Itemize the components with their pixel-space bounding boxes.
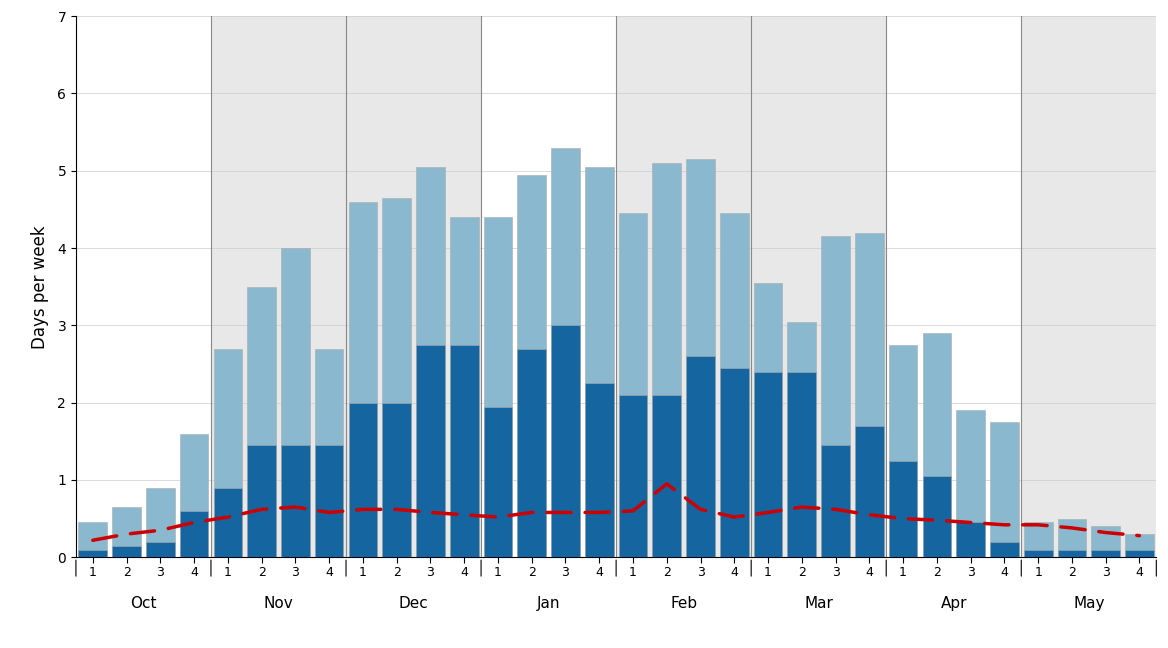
Bar	[619, 213, 647, 557]
Bar	[686, 356, 715, 557]
Bar	[1125, 550, 1154, 557]
Bar	[719, 213, 749, 557]
Bar	[146, 542, 175, 557]
Bar	[348, 402, 377, 557]
Bar	[416, 345, 445, 557]
Bar	[1057, 518, 1086, 557]
Bar	[616, 16, 751, 557]
Text: Dec: Dec	[398, 596, 429, 611]
Bar	[653, 395, 681, 557]
Bar	[180, 434, 208, 557]
Text: May: May	[1073, 596, 1105, 611]
Bar	[653, 163, 681, 557]
Bar	[751, 16, 887, 557]
Bar	[753, 283, 783, 557]
Bar	[180, 511, 208, 557]
Bar	[585, 384, 613, 557]
Bar	[1024, 522, 1052, 557]
Bar	[112, 507, 141, 557]
Bar	[889, 461, 917, 557]
Bar	[957, 522, 985, 557]
Bar	[146, 488, 175, 557]
Bar	[112, 546, 141, 557]
Bar	[484, 406, 513, 557]
Bar	[214, 488, 242, 557]
Bar	[346, 16, 481, 557]
Bar	[855, 233, 884, 557]
Bar	[1024, 550, 1052, 557]
Bar	[517, 175, 547, 557]
Text: Nov: Nov	[264, 596, 293, 611]
Bar	[1021, 16, 1156, 557]
Text: Mar: Mar	[805, 596, 833, 611]
Bar	[923, 333, 951, 557]
Bar	[382, 402, 411, 557]
Bar	[450, 345, 479, 557]
Text: Feb: Feb	[670, 596, 697, 611]
Bar	[348, 202, 377, 557]
Bar	[957, 410, 985, 557]
Bar	[315, 349, 343, 557]
Bar	[1091, 550, 1120, 557]
Bar	[1125, 534, 1154, 557]
Bar	[281, 445, 310, 557]
Bar	[686, 159, 715, 557]
Bar	[585, 167, 613, 557]
Bar	[78, 522, 107, 557]
Bar	[248, 286, 276, 557]
Bar	[551, 148, 579, 557]
Text: Oct: Oct	[130, 596, 157, 611]
Bar	[923, 476, 951, 557]
Bar	[484, 217, 513, 557]
Bar	[382, 198, 411, 557]
Bar	[990, 542, 1018, 557]
Bar	[619, 395, 647, 557]
Bar	[1057, 550, 1086, 557]
Bar	[214, 349, 242, 557]
Bar	[753, 372, 783, 557]
Bar	[787, 321, 816, 557]
Bar	[1091, 526, 1120, 557]
Bar	[517, 349, 547, 557]
Bar	[889, 345, 917, 557]
Bar	[248, 445, 276, 557]
Bar	[281, 248, 310, 557]
Bar	[855, 426, 884, 557]
Y-axis label: Days per week: Days per week	[32, 225, 49, 349]
Bar	[551, 325, 579, 557]
Text: Apr: Apr	[940, 596, 967, 611]
Bar	[990, 422, 1018, 557]
Bar	[821, 237, 850, 557]
Text: Jan: Jan	[537, 596, 561, 611]
Bar	[719, 368, 749, 557]
Bar	[416, 167, 445, 557]
Bar	[315, 445, 343, 557]
Bar	[787, 372, 816, 557]
Bar	[821, 445, 850, 557]
Bar	[78, 550, 107, 557]
Bar	[450, 217, 479, 557]
Bar	[211, 16, 346, 557]
